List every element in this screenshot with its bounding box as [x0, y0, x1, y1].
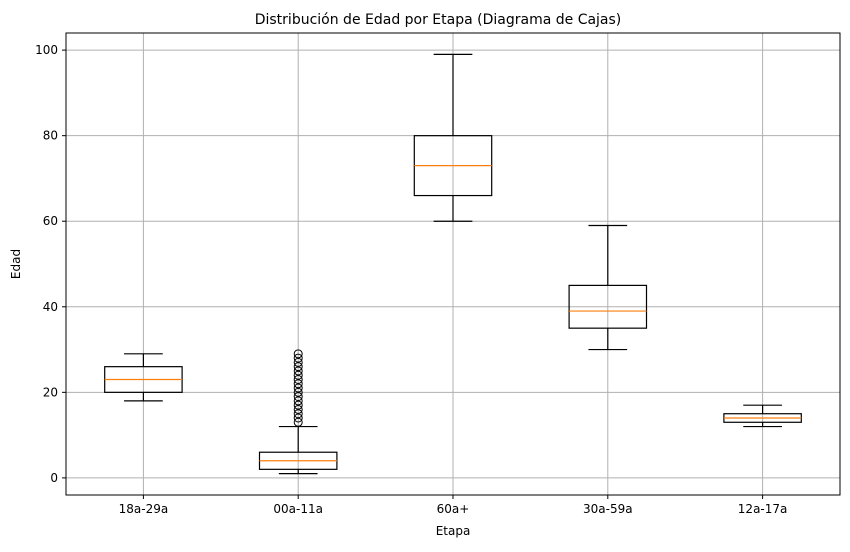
y-tick-label: 40: [43, 300, 58, 314]
y-tick-label: 100: [35, 43, 58, 57]
box-12a-17a: [723, 404, 802, 428]
outlier-point: [293, 357, 303, 367]
x-tick-label: 00a-11a: [273, 502, 323, 516]
outlier-point: [293, 392, 303, 402]
outlier-point: [293, 404, 303, 414]
box-18a-29a: [104, 353, 183, 402]
y-tick-label: 80: [43, 129, 58, 143]
outlier-point: [293, 353, 303, 363]
outlier-point: [293, 349, 303, 359]
outlier-point: [293, 362, 303, 372]
y-tick-label: 20: [43, 385, 58, 399]
outlier-point: [293, 417, 303, 427]
box-layer: [104, 53, 802, 475]
tick-layer: 18a-29a 00a-11a 60a+ 30a-59a 12a-17a 0 20 40 60 8…: [35, 43, 787, 516]
box-30a-59a: [568, 224, 648, 351]
chart-title: Distribución de Edad por Etapa (Diagrama…: [255, 12, 622, 28]
y-axis-label: Edad: [9, 249, 23, 279]
outlier-point: [293, 383, 303, 393]
box-60a+: [413, 53, 493, 222]
x-tick-label: 60a+: [437, 502, 470, 516]
outlier-point: [293, 396, 303, 406]
x-tick-label: 30a-59a: [583, 502, 633, 516]
x-axis-label: Etapa: [436, 524, 471, 538]
outlier-point: [293, 409, 303, 419]
x-tick-label: 18a-29a: [119, 502, 169, 516]
outlier-point: [293, 413, 303, 423]
outlier-point: [293, 370, 303, 380]
outlier-point: [293, 379, 303, 389]
box-00a-11a: [258, 349, 338, 475]
y-tick-label: 0: [50, 471, 58, 485]
box-body: [568, 284, 648, 329]
outlier-point: [293, 366, 303, 376]
y-tick-label: 60: [43, 214, 58, 228]
outlier-point: [293, 400, 303, 410]
outlier-point: [293, 375, 303, 384]
outlier-point: [293, 387, 303, 397]
x-tick-label: 12a-17a: [738, 502, 788, 516]
